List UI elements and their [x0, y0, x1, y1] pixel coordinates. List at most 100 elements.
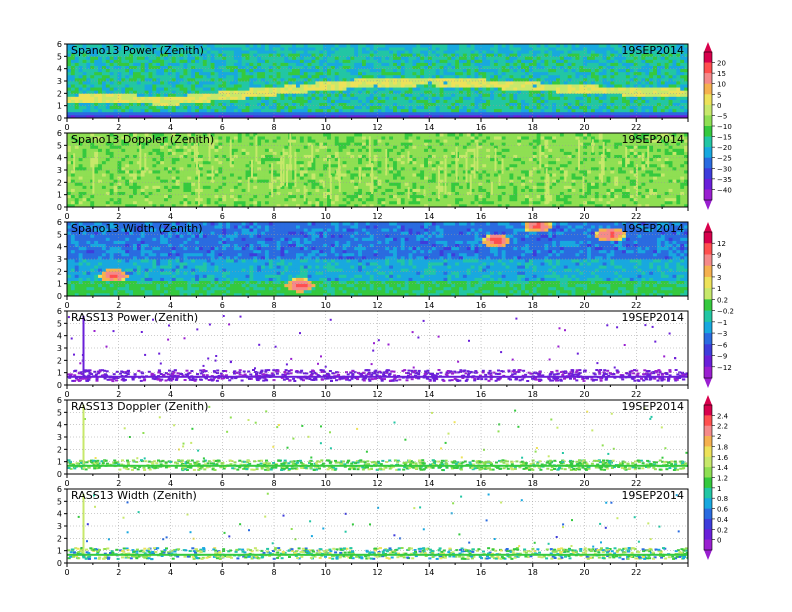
heatmap-cell	[431, 108, 437, 113]
heatmap-cell	[82, 99, 87, 103]
heatmap-cell	[559, 59, 565, 63]
heatmap-cell	[672, 71, 677, 76]
heatmap-cell	[230, 179, 235, 183]
heatmap-cell	[241, 50, 246, 54]
heatmap-cell	[618, 65, 623, 70]
heatmap-cell	[117, 74, 122, 79]
heatmap-cell	[233, 74, 239, 79]
heatmap-cell	[575, 65, 580, 70]
heatmap-cell	[74, 173, 80, 177]
heatmap-cell	[295, 84, 301, 88]
heatmap-cell	[548, 68, 553, 73]
heatmap-cell	[404, 50, 409, 54]
heatmap-cell	[412, 44, 417, 48]
heatmap-cell	[396, 62, 402, 66]
heatmap-cell	[121, 194, 126, 199]
heatmap-cell	[625, 102, 631, 107]
heatmap-cell	[641, 90, 646, 94]
heatmap-cell	[641, 114, 646, 118]
heatmap-cell	[226, 53, 231, 57]
heatmap-cell	[210, 96, 215, 100]
heatmap-cell	[241, 81, 246, 85]
heatmap-cell	[230, 203, 235, 207]
heatmap-cell	[606, 50, 611, 54]
heatmap-cell	[144, 47, 149, 51]
heatmap-cell	[148, 200, 153, 205]
heatmap-cell	[614, 105, 619, 110]
heatmap-cell	[501, 114, 506, 118]
heatmap-cell	[330, 93, 336, 97]
heatmap-cell	[517, 65, 522, 70]
heatmap-cell	[493, 71, 499, 76]
heatmap-cell	[140, 108, 146, 113]
heatmap-cell	[315, 77, 320, 82]
heatmap-cell	[443, 114, 448, 118]
heatmap-cell	[152, 56, 157, 60]
heatmap-cell	[462, 59, 468, 63]
heatmap-cell	[590, 71, 596, 76]
heatmap-cell	[505, 44, 510, 48]
heatmap-cell	[373, 50, 378, 54]
heatmap-cell	[354, 74, 359, 79]
heatmap-cell	[548, 53, 553, 57]
heatmap-cell	[241, 68, 246, 73]
heatmap-cell	[311, 102, 316, 107]
heatmap-cell	[202, 93, 208, 97]
heatmap-cell	[377, 99, 382, 103]
heatmap-cell	[350, 50, 355, 54]
heatmap-cell	[230, 56, 235, 60]
heatmap-cell	[532, 90, 538, 94]
heatmap-cell	[67, 157, 72, 162]
heatmap-cell	[447, 87, 452, 91]
heatmap-cell	[513, 47, 518, 51]
heatmap-cell	[536, 84, 541, 88]
heatmap-cell	[78, 133, 83, 137]
heatmap-cell	[431, 44, 437, 48]
heatmap-cell	[311, 74, 316, 79]
heatmap-cell	[98, 133, 103, 137]
heatmap-cell	[82, 53, 87, 57]
heatmap-cell	[439, 93, 444, 97]
heatmap-cell	[132, 163, 138, 168]
heatmap-cell	[358, 71, 363, 76]
heatmap-cell	[393, 71, 398, 76]
heatmap-cell	[171, 170, 177, 174]
heatmap-cell	[171, 151, 177, 155]
heatmap-cell	[404, 102, 409, 107]
heatmap-cell	[70, 154, 76, 159]
heatmap-cell	[490, 56, 495, 60]
heatmap-cell	[156, 84, 161, 88]
heatmap-cell	[684, 96, 688, 100]
heatmap-cell	[544, 62, 549, 66]
heatmap-cell	[358, 59, 363, 63]
heatmap-cell	[222, 191, 227, 196]
heatmap-cell	[451, 68, 456, 73]
heatmap-cell	[323, 47, 328, 51]
heatmap-cell	[369, 50, 375, 54]
heatmap-cell	[164, 166, 169, 171]
heatmap-cell	[160, 185, 165, 189]
x-tick-label: 18	[528, 123, 538, 132]
heatmap-cell	[587, 65, 592, 70]
heatmap-cell	[501, 102, 506, 107]
heatmap-cell	[649, 74, 654, 79]
heatmap-cell	[210, 105, 215, 110]
heatmap-cell	[330, 87, 336, 91]
heatmap-cell	[435, 90, 440, 94]
heatmap-cell	[478, 105, 483, 110]
heatmap-cell	[610, 96, 615, 100]
heatmap-cell	[307, 84, 312, 88]
heatmap-cell	[257, 53, 262, 57]
heatmap-cell	[140, 145, 146, 149]
heatmap-cell	[101, 93, 107, 97]
heatmap-cell	[253, 96, 258, 100]
heatmap-cell	[90, 151, 95, 155]
heatmap-cell	[416, 65, 421, 70]
heatmap-cell	[505, 93, 510, 97]
heatmap-cell	[140, 56, 146, 60]
heatmap-cell	[156, 102, 161, 107]
heatmap-cell	[191, 84, 196, 88]
heatmap-cell	[226, 90, 231, 94]
heatmap-cell	[532, 108, 538, 113]
heatmap-cell	[156, 53, 161, 57]
